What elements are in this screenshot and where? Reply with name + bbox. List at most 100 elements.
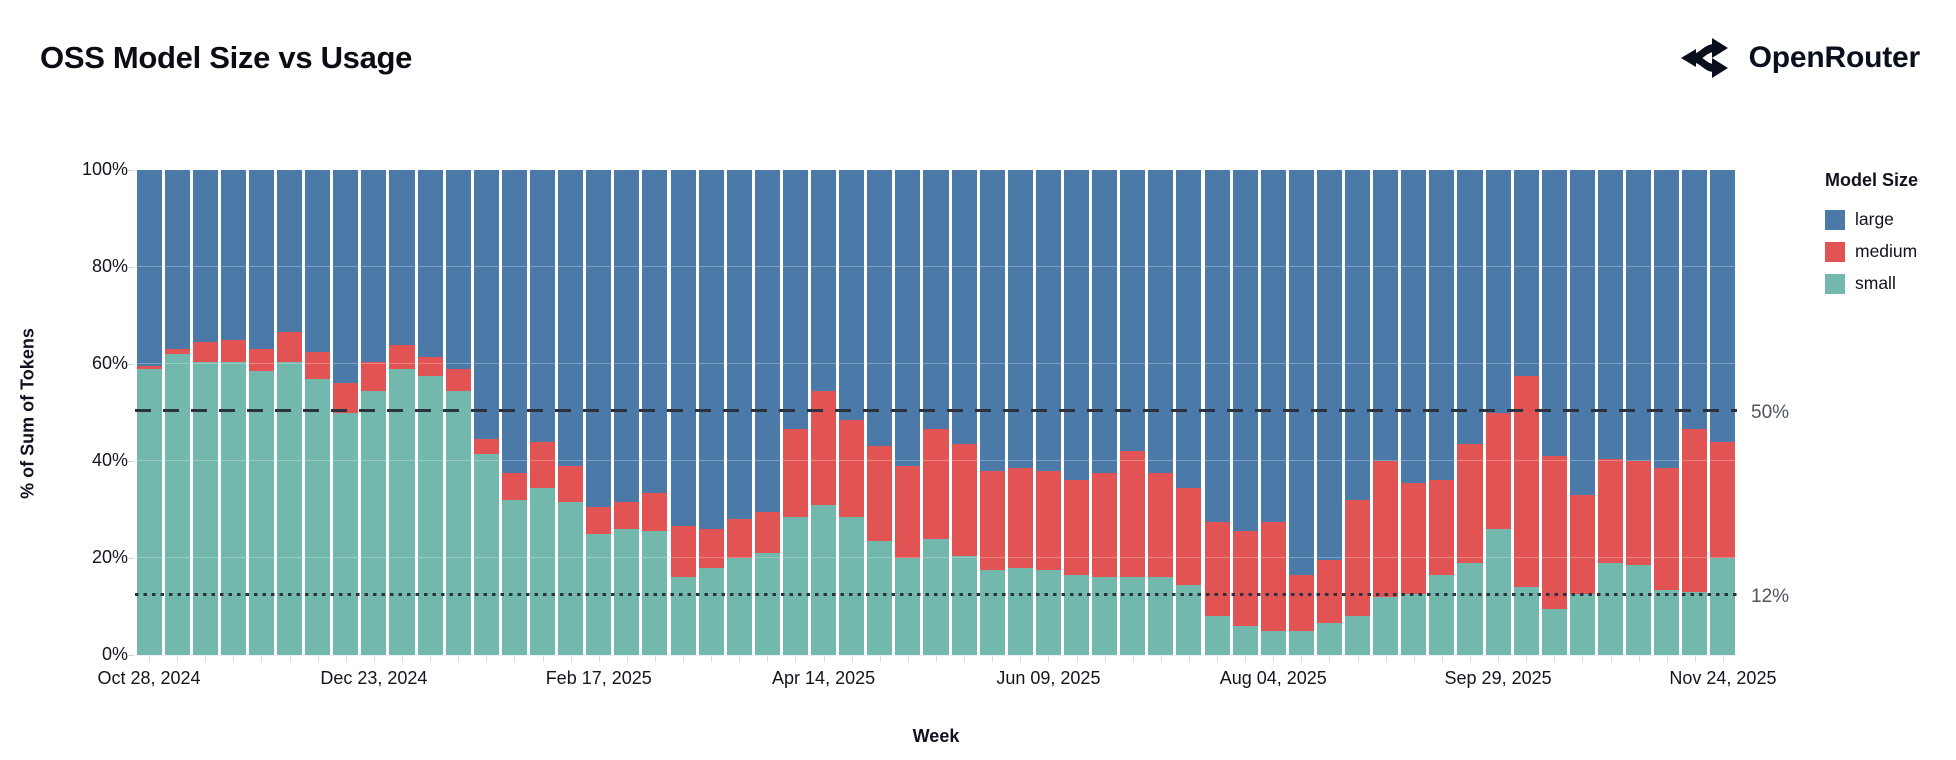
bar-segment-large[interactable] [473, 170, 499, 440]
bar-segment-medium[interactable] [1429, 480, 1455, 575]
bar-segment-large[interactable] [839, 170, 865, 420]
bar-segment-medium[interactable] [1345, 499, 1371, 617]
bar-segment-medium[interactable] [305, 351, 331, 379]
bar-segment-medium[interactable] [979, 470, 1005, 571]
bar-segment-medium[interactable] [361, 361, 387, 391]
bar-segment-large[interactable] [1176, 170, 1202, 488]
bar-segment-medium[interactable] [951, 444, 977, 556]
bar-segment-small[interactable] [361, 390, 387, 655]
bar-segment-small[interactable] [1148, 577, 1174, 655]
bar-segment-large[interactable] [1654, 170, 1680, 469]
bar-segment-large[interactable] [895, 170, 921, 466]
bar-segment-medium[interactable] [136, 366, 162, 369]
bar-segment-small[interactable] [1092, 577, 1118, 655]
bar-segment-medium[interactable] [1373, 461, 1399, 597]
bar-segment-large[interactable] [1710, 170, 1736, 442]
bar-segment-medium[interactable] [529, 441, 556, 488]
bar-segment-small[interactable] [1541, 608, 1567, 655]
bar-segment-medium[interactable] [389, 344, 415, 369]
bar-segment-large[interactable] [558, 170, 584, 466]
bar-segment-small[interactable] [389, 368, 415, 655]
bar-segment-small[interactable] [1485, 528, 1511, 655]
bar-segment-medium[interactable] [445, 368, 471, 391]
bar-segment-small[interactable] [1204, 616, 1230, 655]
bar-segment-large[interactable] [1626, 170, 1652, 461]
bar-segment-small[interactable] [1710, 558, 1736, 655]
bar-segment-small[interactable] [1260, 630, 1286, 655]
bar-segment-large[interactable] [1063, 170, 1090, 481]
bar-segment-large[interactable] [1288, 170, 1314, 575]
bar-segment-medium[interactable] [1120, 451, 1146, 578]
bar-segment-large[interactable] [1204, 170, 1230, 522]
bar-segment-medium[interactable] [1569, 494, 1595, 595]
bar-segment-large[interactable] [1373, 170, 1399, 461]
bar-segment-medium[interactable] [1541, 456, 1567, 609]
bar-segment-large[interactable] [1120, 170, 1146, 452]
bar-segment-small[interactable] [839, 516, 865, 655]
bar-segment-medium[interactable] [1092, 473, 1118, 578]
bar-segment-small[interactable] [895, 558, 921, 655]
bar-segment-large[interactable] [811, 170, 837, 391]
bar-segment-small[interactable] [726, 558, 752, 655]
bar-segment-medium[interactable] [220, 339, 246, 362]
bar-segment-small[interactable] [1682, 591, 1708, 655]
bar-segment-large[interactable] [979, 170, 1005, 471]
bar-segment-medium[interactable] [1626, 461, 1652, 566]
bar-segment-large[interactable] [1541, 170, 1567, 457]
bar-segment-medium[interactable] [248, 349, 274, 372]
bar-segment-medium[interactable] [1260, 521, 1286, 631]
bar-segment-small[interactable] [642, 531, 668, 655]
bar-segment-small[interactable] [1345, 616, 1371, 655]
bar-segment-medium[interactable] [558, 465, 584, 503]
bar-segment-small[interactable] [1654, 589, 1680, 655]
bar-segment-large[interactable] [192, 170, 218, 343]
legend-item-medium[interactable]: medium [1825, 241, 1945, 262]
bar-segment-small[interactable] [1569, 594, 1595, 655]
bar-segment-small[interactable] [1429, 574, 1455, 655]
bar-segment-small[interactable] [782, 516, 808, 655]
bar-segment-medium[interactable] [642, 492, 668, 532]
bar-segment-medium[interactable] [670, 526, 696, 578]
bar-segment-medium[interactable] [1204, 521, 1230, 617]
bar-segment-small[interactable] [1513, 587, 1539, 655]
bar-segment-medium[interactable] [1485, 412, 1511, 529]
bar-segment-large[interactable] [782, 170, 808, 430]
bar-segment-small[interactable] [305, 378, 331, 655]
bar-segment-large[interactable] [951, 170, 977, 445]
bar-segment-large[interactable] [248, 170, 274, 350]
bar-segment-small[interactable] [670, 577, 696, 655]
bar-segment-medium[interactable] [614, 502, 640, 529]
bar-segment-large[interactable] [586, 170, 612, 508]
bar-segment-large[interactable] [670, 170, 696, 527]
bar-segment-small[interactable] [951, 555, 977, 655]
bar-segment-small[interactable] [1373, 596, 1399, 655]
bar-segment-large[interactable] [1513, 170, 1539, 377]
bar-segment-large[interactable] [1007, 170, 1033, 469]
bar-segment-large[interactable] [642, 170, 668, 493]
bar-segment-small[interactable] [923, 538, 949, 655]
bar-segment-large[interactable] [333, 170, 359, 384]
bar-segment-large[interactable] [1316, 170, 1342, 561]
bar-segment-medium[interactable] [895, 465, 921, 558]
bar-segment-large[interactable] [277, 170, 303, 333]
bar-segment-large[interactable] [754, 170, 780, 512]
bar-segment-large[interactable] [1092, 170, 1118, 474]
bar-segment-small[interactable] [417, 376, 443, 655]
legend-item-small[interactable]: small [1825, 273, 1945, 294]
bar-segment-large[interactable] [305, 170, 331, 352]
bar-segment-large[interactable] [361, 170, 387, 362]
bar-segment-small[interactable] [220, 361, 246, 655]
bar-segment-large[interactable] [136, 170, 162, 367]
bar-segment-large[interactable] [726, 170, 752, 520]
bar-segment-medium[interactable] [192, 342, 218, 362]
bar-segment-medium[interactable] [501, 473, 527, 500]
bar-segment-medium[interactable] [1288, 574, 1314, 631]
bar-segment-small[interactable] [811, 504, 837, 655]
bar-segment-large[interactable] [867, 170, 893, 447]
bar-segment-medium[interactable] [1316, 560, 1342, 624]
bar-segment-small[interactable] [1063, 574, 1090, 655]
legend-item-large[interactable]: large [1825, 209, 1945, 230]
bar-segment-medium[interactable] [698, 528, 724, 568]
bar-segment-large[interactable] [417, 170, 443, 357]
bar-segment-small[interactable] [1120, 577, 1146, 655]
